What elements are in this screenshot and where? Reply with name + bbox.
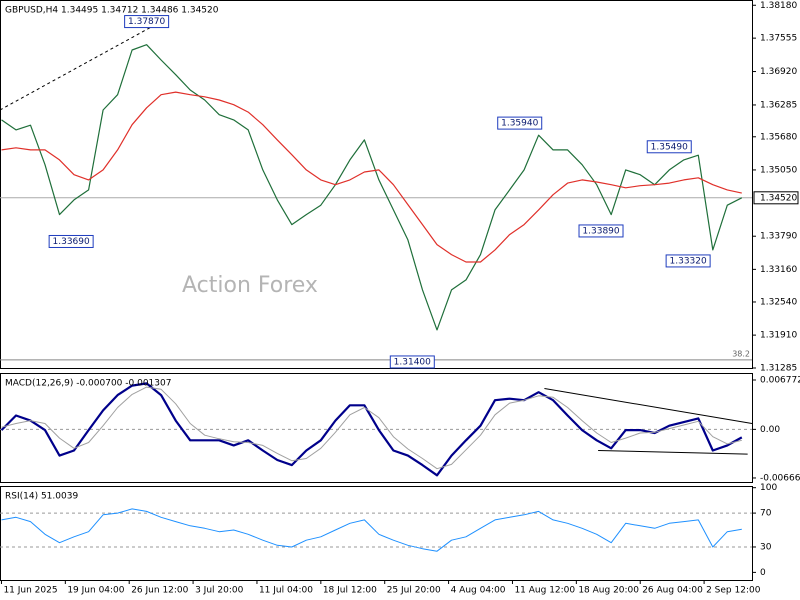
price-label: 1.31400 [394,357,431,367]
panel-frame [0,0,753,369]
y-tick-label: 1.36920 [760,67,797,77]
y-tick-label: 0 [760,568,766,578]
series-line [1,386,742,470]
y-tick-label: 1.35050 [760,165,797,175]
y-tick-label: 1.31910 [760,331,797,341]
price-label: 1.35940 [501,119,538,129]
price-label-box [646,140,692,154]
y-tick-label: 1.35680 [760,132,797,142]
x-tick-label: 2 Sep 12:00 [706,586,761,596]
trend-line [0,19,165,111]
x-tick-label: 25 Jul 20:00 [387,586,441,596]
fib-label: 38.2 [732,349,750,358]
y-tick-label: 1.31285 [760,364,797,374]
x-tick-label: 26 Aug 04:00 [642,586,703,596]
x-tick-label: 11 Aug 12:00 [514,586,575,596]
price-label: 1.33890 [582,226,619,236]
y-tick-label: 70 [760,509,772,519]
y-tick-label: 1.32540 [760,297,797,307]
y-tick-label: -0.006667 [760,473,800,483]
x-tick-label: 11 Jun 2025 [3,586,57,596]
series-line [1,91,742,263]
series-line [1,44,743,331]
price-label: 1.35490 [651,142,688,152]
y-tick-label: 1.33160 [760,265,797,275]
price-label-box [48,234,94,248]
price-label: 1.33690 [53,237,90,247]
price-label: 1.33320 [670,256,707,266]
panel-frame [0,486,753,581]
x-tick-label: 18 Aug 20:00 [578,586,639,596]
y-tick-label: 100 [760,483,777,493]
x-tick-label: 4 Aug 04:00 [451,586,506,596]
price-label: 1.37870 [128,17,165,27]
trend-line [598,450,748,455]
series-line [0,382,743,477]
y-tick-label: 0.006772 [760,375,800,385]
y-tick-label: 0.00 [760,425,780,435]
y-tick-label: 30 [760,542,772,552]
panel-title: RSI(14) 51.0039 [5,492,78,502]
price-label-box [389,355,435,369]
price-label-box [578,224,624,238]
trend-line [544,388,753,425]
price-label-box [497,116,543,130]
y-tick-label: 1.36285 [760,100,797,110]
price-label-box [665,254,711,268]
last-price-label: 1.34520 [760,193,797,203]
x-tick-label: 18 Jul 12:00 [323,586,377,596]
x-tick-label: 19 Jun 04:00 [67,586,124,596]
panel-title: MACD(12,26,9) -0.000700 -0.001307 [5,379,171,389]
watermark: Action Forex [182,273,318,298]
y-tick-label: 1.33790 [760,232,797,242]
x-tick-label: 26 Jun 12:00 [131,586,188,596]
x-tick-label: 11 Jul 04:00 [259,586,313,596]
panel-title: GBPUSD,H4 1.34495 1.34712 1.34486 1.3452… [5,6,219,16]
last-price-box [753,191,799,205]
y-tick-label: 1.37555 [760,34,797,44]
price-label-box [124,15,170,29]
x-tick-label: 3 Jul 20:00 [195,586,244,596]
y-tick-label: 1.38180 [760,1,797,11]
series-line [1,508,742,552]
panel-frame [0,373,753,483]
